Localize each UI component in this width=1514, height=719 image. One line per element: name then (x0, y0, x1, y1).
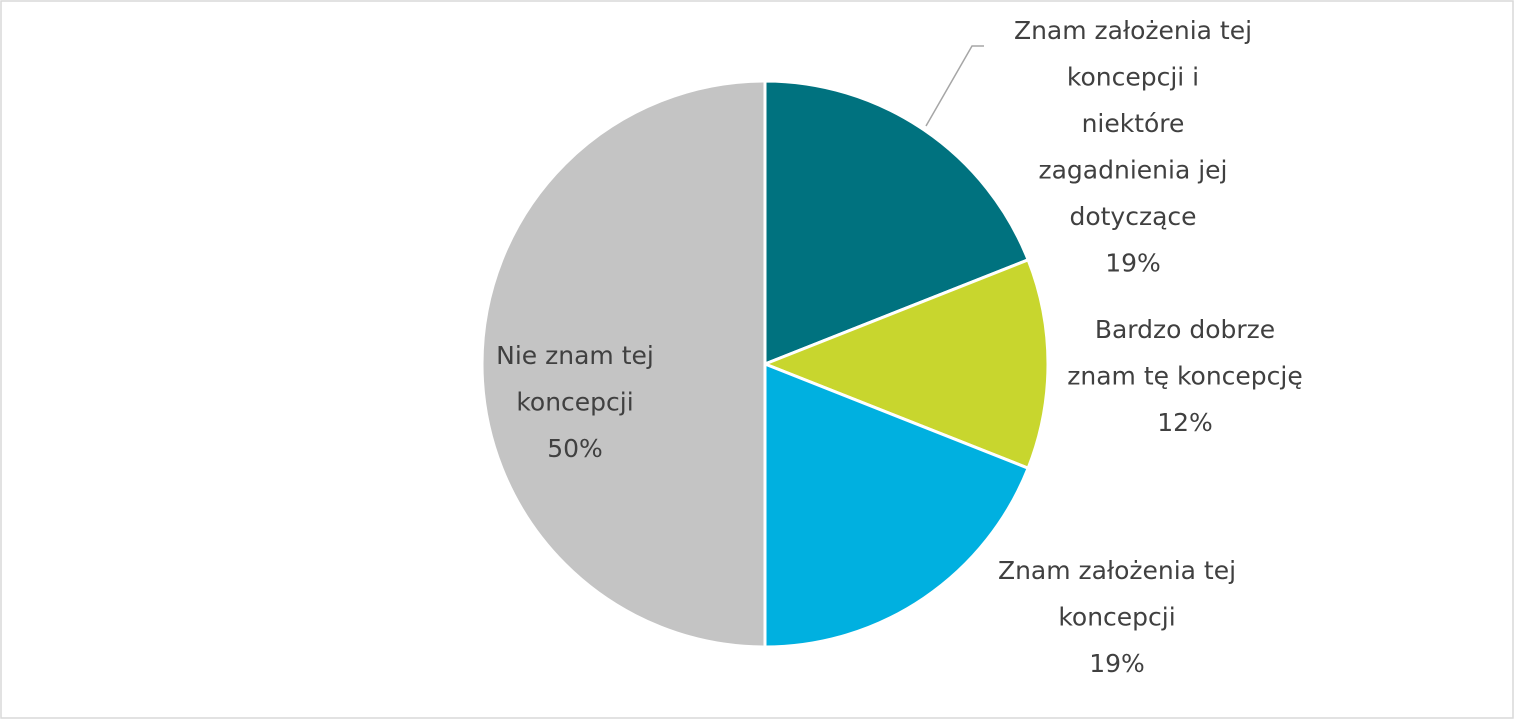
slice-value-label: 50% (547, 434, 603, 463)
pie-slice (480, 79, 767, 649)
leader-line (925, 45, 984, 127)
slice-label: Znam założenia tej koncepcji i niektóre zag… (1014, 16, 1252, 231)
slice-value-label: 19% (1089, 649, 1145, 678)
pie-slice (763, 361, 1031, 649)
slice-label: Znam założenia tej koncepcji (998, 556, 1236, 632)
slice-label: Nie znam tej koncepcji (496, 341, 654, 417)
pie-slice (760, 257, 1050, 471)
pie-slice (763, 79, 1031, 367)
slice-value-label: 12% (1157, 408, 1213, 437)
slice-value-label: 19% (1105, 249, 1161, 278)
slice-label: Bardzo dobrze znam tę koncepcję (1067, 315, 1303, 391)
